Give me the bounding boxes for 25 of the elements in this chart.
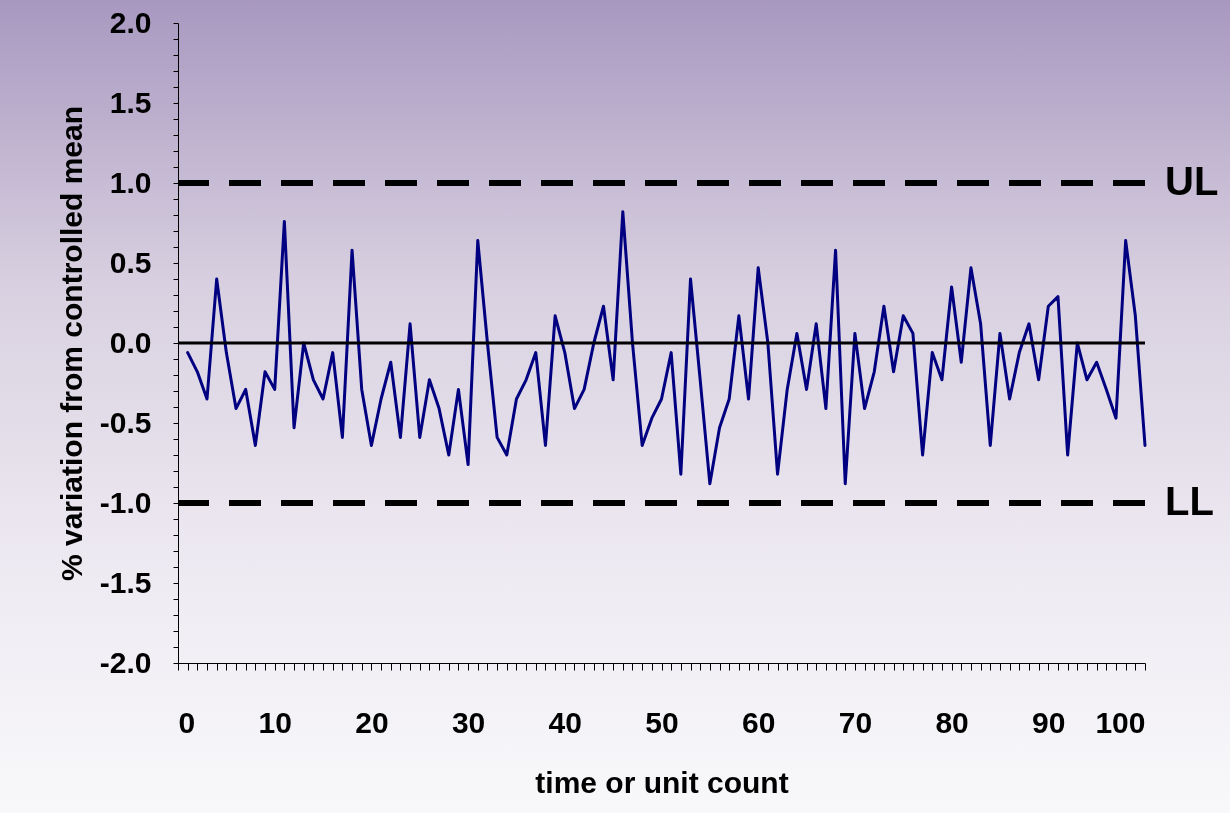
x-tick-label: 20 — [355, 705, 389, 739]
ref-line-label: UL — [1165, 159, 1219, 203]
x-tick-label: 0 — [178, 705, 196, 739]
x-axis-title: time or unit count — [535, 765, 789, 799]
y-tick-label: 0.5 — [109, 245, 152, 279]
ref-line-label: LL — [1165, 479, 1214, 523]
y-tick-label: 0.0 — [109, 325, 152, 359]
line-series — [186, 210, 1147, 486]
x-tick-label: 70 — [838, 705, 873, 739]
x-tick-label: 60 — [742, 705, 776, 739]
y-tick-label: -1.5 — [99, 565, 152, 599]
y-tick-label: -0.5 — [99, 405, 152, 439]
x-tick-label: 100 — [1095, 705, 1146, 739]
x-tick-label: 50 — [645, 705, 679, 739]
y-axis-title: % variation from controlled mean — [54, 105, 88, 582]
x-tick-label: 30 — [451, 705, 486, 739]
y-tick-label: 2.0 — [109, 5, 152, 39]
y-tick-label: -1.0 — [99, 485, 152, 519]
x-tick-label: 90 — [1032, 705, 1066, 739]
x-tick-label: 40 — [548, 705, 582, 739]
x-tick-label: 80 — [935, 705, 969, 739]
x-tick-label: 10 — [258, 705, 292, 739]
y-tick-label: 1.5 — [109, 85, 152, 119]
y-tick-label: -2.0 — [99, 645, 152, 679]
y-tick-label: 1.0 — [109, 165, 152, 199]
